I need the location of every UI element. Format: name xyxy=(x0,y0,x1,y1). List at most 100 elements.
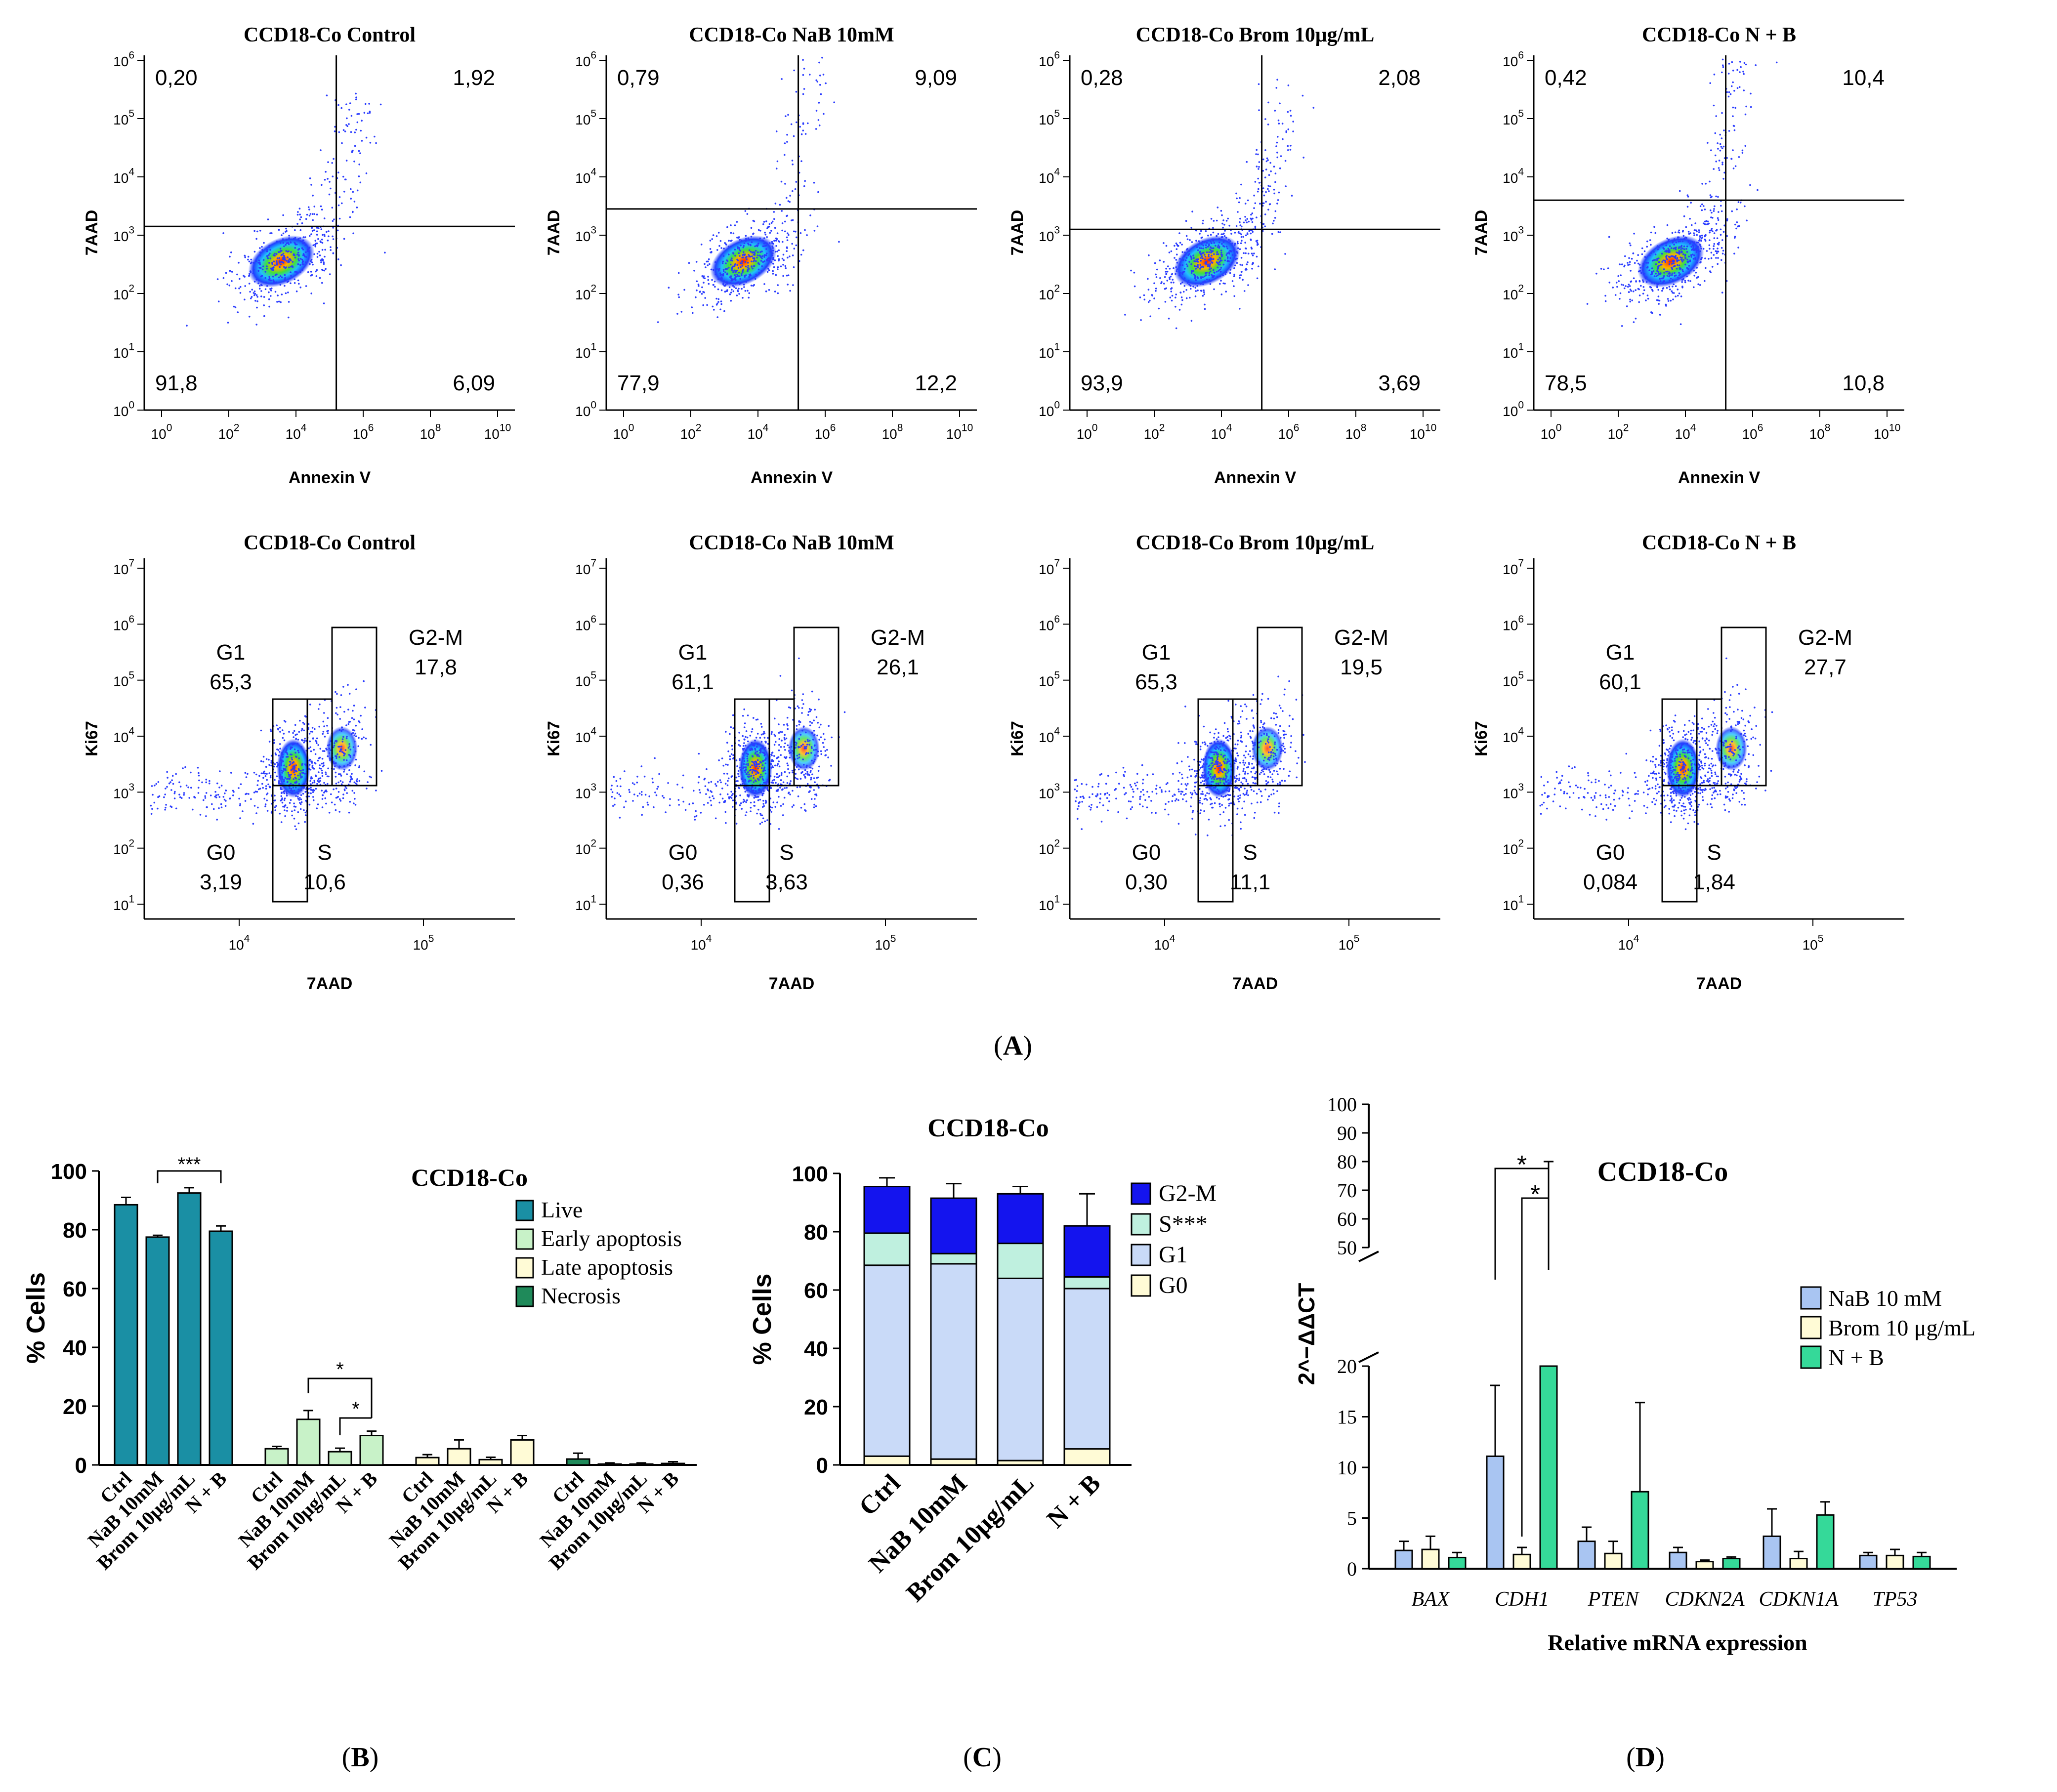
event-dot xyxy=(285,756,288,758)
event-dot xyxy=(1677,264,1679,266)
event-dot xyxy=(1684,257,1686,259)
event-dot xyxy=(297,263,299,265)
event-dot xyxy=(1273,712,1275,714)
event-dot xyxy=(1177,823,1180,825)
event-dot xyxy=(815,110,818,112)
event-dot xyxy=(274,752,277,754)
event-dot xyxy=(1283,737,1285,739)
event-dot xyxy=(1282,730,1284,732)
event-dot xyxy=(311,213,314,215)
event-dot xyxy=(348,745,351,748)
event-dot xyxy=(1273,192,1275,195)
event-dot xyxy=(677,272,680,274)
event-dot xyxy=(784,142,786,144)
event-dot xyxy=(1290,742,1292,744)
event-dot xyxy=(333,762,335,764)
event-dot xyxy=(179,786,182,788)
event-dot xyxy=(1279,752,1282,754)
event-dot xyxy=(767,737,769,739)
event-dot xyxy=(250,258,252,261)
event-dot xyxy=(1246,218,1248,220)
event-dot xyxy=(1151,294,1153,296)
event-dot xyxy=(1260,791,1262,792)
event-dot xyxy=(695,810,697,812)
y-tick-label: 106 xyxy=(575,50,596,69)
event-dot xyxy=(752,791,754,793)
event-dot xyxy=(274,799,276,801)
event-dot xyxy=(1229,240,1231,242)
event-dot xyxy=(654,757,656,759)
event-dot xyxy=(738,732,740,734)
event-dot xyxy=(1668,275,1670,278)
event-dot xyxy=(359,152,361,155)
event-dot xyxy=(349,779,352,781)
event-dot xyxy=(1164,288,1166,290)
event-dot xyxy=(250,262,252,264)
density-core xyxy=(1252,726,1283,771)
event-dot xyxy=(803,803,806,805)
event-dot xyxy=(286,751,288,754)
event-dot xyxy=(698,752,700,755)
event-dot xyxy=(1273,747,1275,749)
event-dot xyxy=(1266,734,1268,736)
event-dot xyxy=(774,717,776,720)
event-dot xyxy=(330,740,332,742)
event-dot xyxy=(1254,227,1257,229)
event-dot xyxy=(1239,274,1241,277)
event-dot xyxy=(316,213,318,216)
event-dot xyxy=(326,725,328,727)
event-dot xyxy=(766,236,768,238)
event-dot xyxy=(787,232,789,235)
event-dot xyxy=(280,821,283,823)
event-dot xyxy=(306,250,309,252)
event-dot xyxy=(282,214,284,216)
gate-value-s: 3,63 xyxy=(765,870,808,894)
x-axis-label: 7AAD xyxy=(307,974,353,993)
event-dot xyxy=(1618,280,1620,282)
event-dot xyxy=(803,764,805,766)
event-dot xyxy=(1149,315,1151,318)
event-dot xyxy=(764,820,766,823)
event-dot xyxy=(1099,797,1101,799)
event-dot xyxy=(271,267,274,269)
event-dot xyxy=(1225,748,1227,750)
event-dot xyxy=(1278,191,1280,194)
event-dot xyxy=(1265,201,1267,203)
y-tick-label: 104 xyxy=(1039,726,1060,745)
event-dot xyxy=(719,793,721,795)
event-dot xyxy=(1188,261,1190,263)
event-dot xyxy=(1242,759,1245,762)
event-dot xyxy=(1205,274,1207,276)
event-dot xyxy=(1124,314,1126,316)
event-dot xyxy=(1695,251,1698,253)
annexin-plot: CCD18-Co Control100101102103104105106100… xyxy=(83,24,515,487)
event-dot xyxy=(1278,123,1280,125)
event-dot xyxy=(1220,267,1222,269)
event-dot xyxy=(280,795,283,797)
event-dot xyxy=(293,736,294,738)
event-dot xyxy=(789,290,791,292)
event-dot xyxy=(1233,295,1235,297)
event-dot xyxy=(804,747,806,749)
event-dot xyxy=(796,742,798,744)
event-dot xyxy=(1181,244,1183,246)
event-dot xyxy=(270,764,272,767)
event-dot xyxy=(695,296,697,298)
event-dot xyxy=(1686,258,1688,261)
event-dot xyxy=(319,703,321,706)
event-dot xyxy=(1247,261,1249,263)
event-dot xyxy=(778,732,780,734)
event-dot xyxy=(1732,167,1735,169)
event-dot xyxy=(1185,800,1187,802)
event-dot xyxy=(1634,262,1636,264)
event-dot xyxy=(308,208,310,210)
event-dot xyxy=(746,799,748,801)
event-dot xyxy=(1233,762,1236,764)
event-dot xyxy=(809,710,811,712)
event-dot xyxy=(1721,239,1723,241)
event-dot xyxy=(1245,267,1247,270)
event-dot xyxy=(764,747,766,749)
event-dot xyxy=(1682,270,1684,272)
event-dot xyxy=(742,757,744,759)
event-dot xyxy=(724,783,727,785)
